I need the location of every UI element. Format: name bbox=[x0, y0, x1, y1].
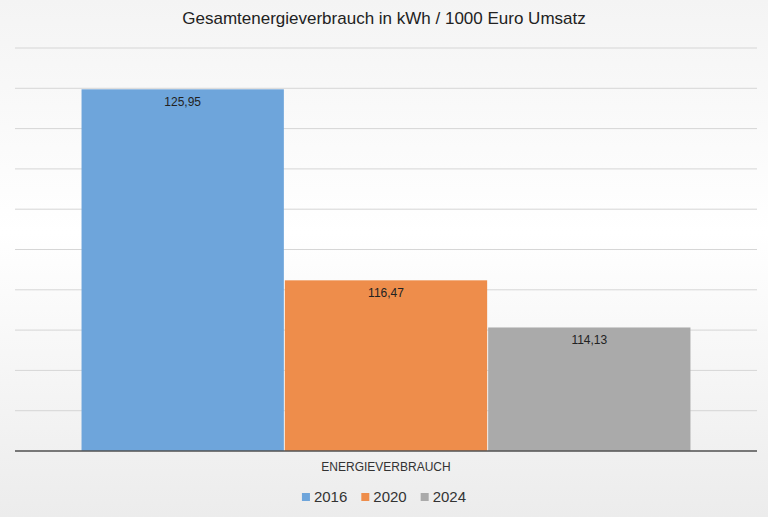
bar bbox=[488, 327, 690, 451]
x-axis bbox=[15, 450, 757, 452]
grid-line bbox=[15, 88, 757, 89]
legend-swatch bbox=[361, 493, 369, 501]
x-tick-label: ENERGIEVERBRAUCH bbox=[321, 460, 450, 474]
data-label: 116,47 bbox=[368, 286, 404, 300]
legend-swatch bbox=[302, 493, 310, 501]
legend-label: 2020 bbox=[373, 488, 406, 505]
chart: Gesamtenergieverbrauch in kWh / 1000 Eur… bbox=[0, 0, 768, 517]
legend-label: 2016 bbox=[314, 488, 347, 505]
data-label: 125,95 bbox=[164, 95, 201, 109]
grid-line bbox=[15, 48, 757, 49]
bar bbox=[82, 89, 284, 451]
title: Gesamtenergieverbrauch in kWh / 1000 Eur… bbox=[182, 9, 585, 28]
legend: 2016 2020 2024 bbox=[302, 488, 466, 505]
grid-line bbox=[15, 451, 757, 452]
bar bbox=[285, 280, 487, 451]
legend-swatch bbox=[421, 493, 429, 501]
legend-label: 2024 bbox=[433, 488, 466, 505]
data-label: 114,13 bbox=[571, 333, 607, 347]
